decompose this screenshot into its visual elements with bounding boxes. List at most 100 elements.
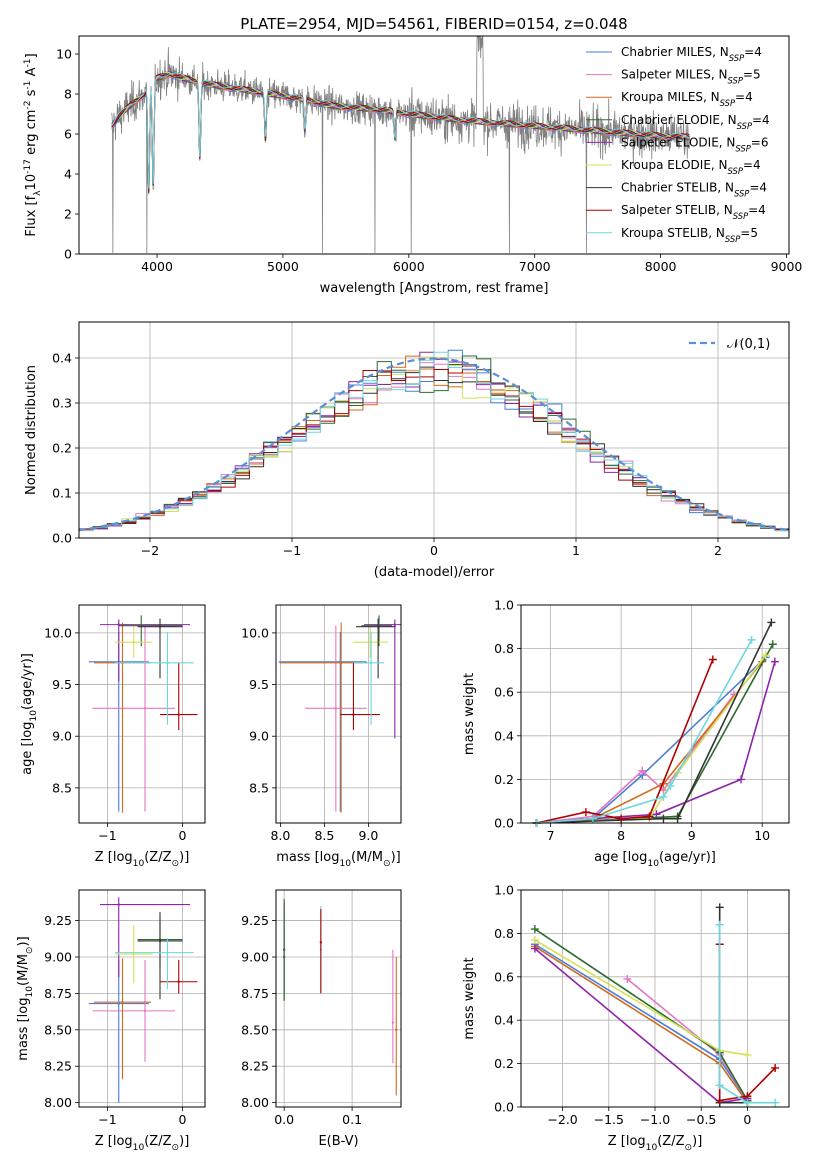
spectrum-xtick-label: 5000 (267, 259, 299, 274)
mwAge-series-2 (536, 693, 735, 824)
massZ-point-9 (166, 951, 169, 954)
mwAge-marker (770, 657, 779, 666)
mwAge-marker (652, 810, 661, 819)
ageZ-xtick-label: 0 (179, 828, 187, 843)
spectrum-ytick-label: 10 (56, 47, 72, 62)
ageZ-ytick-label: 10.0 (44, 625, 72, 640)
ageZ-point-7 (158, 625, 162, 628)
massZ-point-2 (143, 1009, 147, 1013)
mwZ-series-1 (534, 943, 749, 1101)
ageZ-point-8 (177, 713, 180, 716)
massEBV-xlabel: E(B-V) (318, 1134, 358, 1149)
mwAge-marker (617, 814, 626, 823)
mwZ-series-9 (718, 924, 776, 1104)
mwZ-ytick-label: 0.6 (494, 969, 514, 984)
ageMass-point-5 (393, 623, 397, 626)
mwAge-ytick-label: 0.0 (494, 816, 514, 831)
mwAge-xlabel: age [log10(age/yr)] (594, 850, 716, 869)
massEBV-ytick-label: 8.75 (241, 986, 269, 1001)
mwAge-marker (761, 651, 770, 660)
mwAge-ytick-label: 0.8 (494, 641, 514, 656)
massZ-point-8 (177, 980, 180, 983)
ageMass-point-8 (352, 713, 355, 716)
mwZ-marker (771, 1098, 780, 1107)
mwZ-xtick-label: −1.0 (640, 1112, 670, 1127)
mwAge-marker (645, 812, 654, 821)
ageZ-xlabel: Z [log10(Z/Z⊙)] (95, 850, 190, 869)
spectrum-ytick-label: 2 (64, 207, 72, 222)
mwAge-xtick-label: 8 (617, 828, 625, 843)
massEBV-ytick-label: 8.00 (241, 1095, 269, 1110)
mwZ-xtick-label: −2.0 (547, 1112, 577, 1127)
mwAge-series-4 (536, 643, 774, 824)
mwAge-xtick-label: 10 (754, 828, 770, 843)
massZ-ytick-label: 8.25 (44, 1059, 72, 1074)
massZ-point-3 (121, 1000, 124, 1004)
mwZ-series-3 (534, 945, 749, 1104)
mwAge-marker (666, 781, 675, 790)
spectrum-frame (78, 35, 790, 255)
massEBV-ytick-label: 8.50 (241, 1022, 269, 1037)
massZ-ytick-label: 8.50 (44, 1022, 72, 1037)
mwAge-series-6 (536, 654, 767, 824)
spectrum-observed-data (111, 36, 690, 254)
legend-entry-3: Kroupa MILES, NSSP=4 (621, 90, 753, 108)
normal-reference-curve (78, 357, 790, 532)
legend-entry-5: Salpeter ELODIE, NSSP=6 (621, 135, 769, 153)
massZ-point-7 (158, 939, 162, 943)
massEBV-ytick-label: 9.25 (241, 913, 269, 928)
residuals-ylabel: Normed distribution (24, 365, 39, 495)
ageMass-point-9 (369, 661, 373, 665)
mwZ-ytick-label: 0.0 (494, 1100, 514, 1115)
spectrum-model-line-7 (111, 73, 690, 194)
mwZ-marker (743, 1098, 752, 1107)
mwAge-frame (520, 604, 790, 824)
massZ-ylabel: mass [log10(M/M⊙)] (16, 936, 35, 1060)
ageMass-ytick-label: 9.0 (249, 729, 269, 744)
ageMass-frame (275, 604, 402, 824)
residuals-xtick-label: 1 (572, 543, 580, 558)
ageZ-point-6 (132, 640, 135, 644)
ageZ-xtick-label: −1 (98, 828, 116, 843)
spectrum-ytick-label: 0 (64, 247, 72, 262)
residual-histogram-9 (79, 351, 789, 532)
residuals-xtick-label: −2 (141, 543, 159, 558)
ageMass-xtick-label: 8.5 (314, 828, 334, 843)
ageMass-ytick-label: 10.0 (241, 625, 269, 640)
spectrum-xtick-label: 9000 (771, 259, 803, 274)
residuals-xtick-label: 0 (430, 543, 438, 558)
mwZ-series-5 (534, 947, 748, 1104)
spectrum-model-line-6 (111, 72, 690, 195)
massZ-point-5 (117, 903, 120, 906)
massEBV-point-4 (319, 941, 323, 944)
massEBV-frame (275, 889, 402, 1108)
text-layer: 4000 5000 6000 7000 8000 90000246810wavelengt… (16, 47, 802, 1154)
residuals-ytick-label: 0.3 (52, 396, 72, 411)
massZ-ytick-label: 9.25 (44, 913, 72, 928)
ageZ-ytick-label: 8.5 (52, 780, 72, 795)
mwZ-marker (715, 1096, 724, 1105)
spectrum-ytick-label: 8 (64, 87, 72, 102)
residuals-xlabel: (data-model)/error (374, 565, 495, 580)
spectrum-ytick-label: 6 (64, 127, 72, 142)
mwZ-marker (715, 920, 724, 929)
spectrum-model-line-4 (111, 72, 690, 191)
mwAge-marker (737, 775, 746, 784)
ageZ-point-9 (166, 661, 169, 665)
mwZ-xtick-label: −1.5 (594, 1112, 624, 1127)
legend-entry-normal: 𝒩(0,1) (727, 337, 770, 352)
mwZ-series-7 (718, 907, 748, 1104)
spectrum-xtick-label: 4000 (141, 259, 173, 274)
ageMass-point-2 (334, 707, 338, 710)
mwAge-xtick-label: 7 (547, 828, 555, 843)
axes-layer (75, 35, 790, 1111)
massEBV-xtick-label: 0.1 (342, 1112, 362, 1127)
mwAge-marker (747, 635, 756, 644)
legend-entry-8: Salpeter STELIB, NSSP=4 (621, 203, 766, 221)
massEBV-point-6 (395, 1028, 398, 1032)
ageMass-xtick-label: 8.0 (270, 828, 290, 843)
mwZ-marker (771, 1063, 780, 1072)
massZ-xtick-label: 0 (179, 1112, 187, 1127)
mwZ-marker (623, 974, 632, 983)
spectrum-ylabel: Flux [fλ10-17 erg cm-2 s-1 A-1] (23, 53, 43, 236)
